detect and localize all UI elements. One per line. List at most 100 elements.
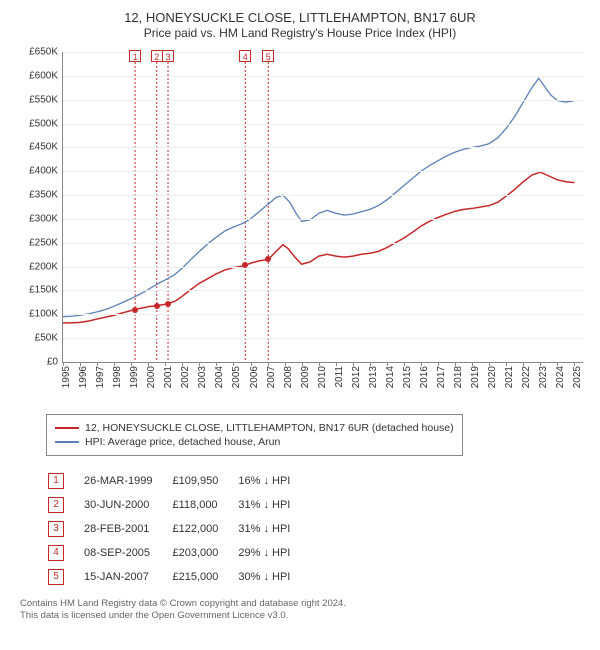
- plot-region: 123 45: [62, 52, 583, 363]
- x-axis-label: 1996: [78, 366, 89, 388]
- gridline-h: [63, 219, 583, 220]
- series-hpi: [63, 78, 574, 316]
- x-axis-label: 2023: [538, 366, 549, 388]
- x-axis-label: 2001: [163, 366, 174, 388]
- transaction-row: 5 15-JAN-2007£215,00030% ↓ HPI: [48, 566, 308, 588]
- sale-point: [154, 303, 160, 309]
- chart-area: 123 45 £0 £50K £100K £150K £200K £250K £300K £35…: [10, 46, 590, 406]
- legend-swatch: [55, 441, 79, 443]
- x-axis-label: 1997: [95, 366, 106, 388]
- transaction-date: 15-JAN-2007: [84, 566, 170, 588]
- x-axis-label: 2025: [572, 366, 583, 388]
- x-axis-label: 2017: [436, 366, 447, 388]
- transaction-row: 4 08-SEP-2005£203,00029% ↓ HPI: [48, 542, 308, 564]
- transaction-row: 3 28-FEB-2001£122,00031% ↓ HPI: [48, 518, 308, 540]
- transaction-index-badge: 4: [48, 545, 64, 561]
- transaction-date: 30-JUN-2000: [84, 494, 170, 516]
- x-axis-label: 2021: [504, 366, 515, 388]
- x-axis-label: 2009: [300, 366, 311, 388]
- x-axis-label: 2007: [266, 366, 277, 388]
- transaction-table: 126-MAR-1999£109,95016% ↓ HPI 2 30-JUN-200…: [46, 468, 310, 590]
- x-axis-label: 2020: [487, 366, 498, 388]
- legend-row: HPI: Average price, detached house, Arun: [55, 436, 454, 448]
- sale-point: [242, 262, 248, 268]
- transaction-hpi-delta: 29% ↓ HPI: [238, 542, 308, 564]
- y-axis-label: £550K: [8, 94, 58, 105]
- transaction-hpi-delta: 30% ↓ HPI: [238, 566, 308, 588]
- sale-marker-badge: 4: [239, 50, 251, 62]
- gridline-h: [63, 290, 583, 291]
- sale-marker-badge: 5: [262, 50, 274, 62]
- footer-line-2: This data is licensed under the Open Gov…: [20, 610, 590, 622]
- x-axis-label: 2015: [402, 366, 413, 388]
- transaction-price: £203,000: [172, 542, 236, 564]
- y-axis-label: £450K: [8, 142, 58, 153]
- gridline-h: [63, 314, 583, 315]
- transaction-index-badge: 1: [48, 473, 64, 489]
- transaction-hpi-delta: 31% ↓ HPI: [238, 518, 308, 540]
- x-axis-label: 2024: [555, 366, 566, 388]
- gridline-h: [63, 338, 583, 339]
- sale-point: [265, 256, 271, 262]
- y-axis-label: £350K: [8, 190, 58, 201]
- sale-marker-badge: 1: [129, 50, 141, 62]
- x-axis-label: 2002: [180, 366, 191, 388]
- x-axis-label: 2011: [334, 366, 345, 388]
- legend-box: 12, HONEYSUCKLE CLOSE, LITTLEHAMPTON, BN…: [46, 414, 463, 456]
- x-axis-label: 2013: [368, 366, 379, 388]
- y-axis-label: £50K: [8, 333, 58, 344]
- transaction-hpi-delta: 16% ↓ HPI: [238, 470, 308, 492]
- x-axis-label: 2016: [419, 366, 430, 388]
- x-axis-label: 2019: [470, 366, 481, 388]
- transaction-index-badge: 5: [48, 569, 64, 585]
- y-axis-label: £150K: [8, 285, 58, 296]
- x-axis-label: 2022: [521, 366, 532, 388]
- chart-svg: [63, 52, 363, 202]
- x-axis-label: 2018: [453, 366, 464, 388]
- gridline-h: [63, 76, 583, 77]
- chart-title-address: 12, HONEYSUCKLE CLOSE, LITTLEHAMPTON, BN…: [10, 10, 590, 25]
- gridline-h: [63, 100, 583, 101]
- x-axis-label: 1998: [112, 366, 123, 388]
- y-axis-label: £200K: [8, 261, 58, 272]
- legend-label: 12, HONEYSUCKLE CLOSE, LITTLEHAMPTON, BN…: [85, 422, 454, 434]
- y-axis-label: £300K: [8, 213, 58, 224]
- transaction-price: £122,000: [172, 518, 236, 540]
- x-axis-label: 2005: [231, 366, 242, 388]
- transaction-hpi-delta: 31% ↓ HPI: [238, 494, 308, 516]
- y-axis-label: £600K: [8, 70, 58, 81]
- transaction-index-badge: 3: [48, 521, 64, 537]
- transaction-price: £118,000: [172, 494, 236, 516]
- gridline-h: [63, 267, 583, 268]
- gridline-h: [63, 171, 583, 172]
- legend-label: HPI: Average price, detached house, Arun: [85, 436, 280, 448]
- footer-line-1: Contains HM Land Registry data © Crown c…: [20, 598, 590, 610]
- chart-subtitle: Price paid vs. HM Land Registry's House …: [10, 26, 590, 40]
- x-axis-label: 2003: [197, 366, 208, 388]
- attribution-footer: Contains HM Land Registry data © Crown c…: [20, 598, 590, 623]
- transaction-index-badge: 2: [48, 497, 64, 513]
- x-axis-label: 2012: [351, 366, 362, 388]
- y-axis-label: £400K: [8, 166, 58, 177]
- x-axis-label: 2006: [249, 366, 260, 388]
- sale-marker-badge: 2: [151, 50, 163, 62]
- title-block: 12, HONEYSUCKLE CLOSE, LITTLEHAMPTON, BN…: [10, 10, 590, 40]
- x-axis-label: 2014: [385, 366, 396, 388]
- y-axis-label: £0: [8, 357, 58, 368]
- sale-point: [132, 307, 138, 313]
- x-axis-label: 2010: [317, 366, 328, 388]
- y-axis-label: £650K: [8, 47, 58, 58]
- x-axis-label: 2008: [283, 366, 294, 388]
- sale-point: [165, 301, 171, 307]
- transaction-date: 08-SEP-2005: [84, 542, 170, 564]
- gridline-h: [63, 243, 583, 244]
- x-axis-label: 2004: [214, 366, 225, 388]
- transaction-date: 28-FEB-2001: [84, 518, 170, 540]
- transaction-price: £215,000: [172, 566, 236, 588]
- y-axis-label: £250K: [8, 237, 58, 248]
- sale-marker-badge: 3: [162, 50, 174, 62]
- chart-container: 12, HONEYSUCKLE CLOSE, LITTLEHAMPTON, BN…: [0, 0, 600, 629]
- transaction-row: 126-MAR-1999£109,95016% ↓ HPI: [48, 470, 308, 492]
- legend-swatch: [55, 427, 79, 429]
- y-axis-label: £100K: [8, 309, 58, 320]
